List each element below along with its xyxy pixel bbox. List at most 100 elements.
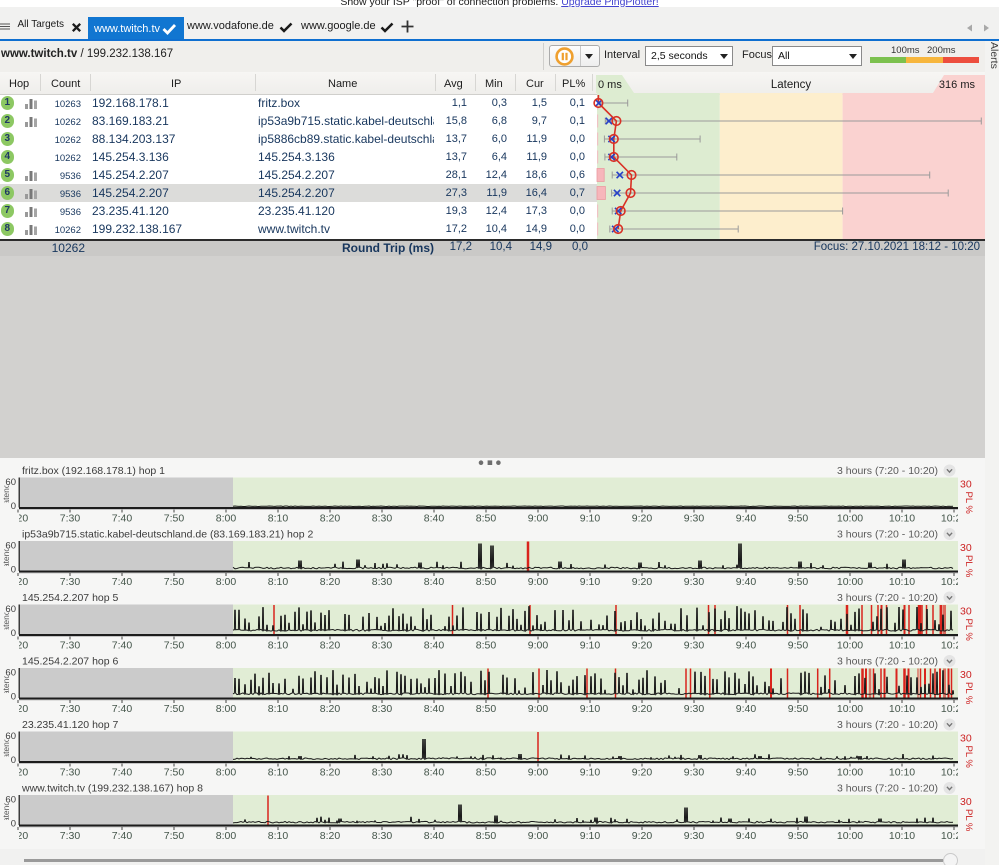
svg-text:10:20: 10:20 bbox=[941, 576, 967, 588]
svg-text:60: 60 bbox=[5, 731, 16, 742]
svg-text:8:40: 8:40 bbox=[424, 640, 445, 652]
svg-text:7:40: 7:40 bbox=[112, 513, 133, 525]
svg-text:10:10: 10:10 bbox=[889, 513, 915, 525]
svg-text:8:30: 8:30 bbox=[372, 513, 393, 525]
svg-text:0: 0 bbox=[11, 819, 16, 830]
svg-text:8:40: 8:40 bbox=[424, 513, 445, 525]
svg-text:Latency: Latency bbox=[1, 606, 11, 637]
svg-text:8:30: 8:30 bbox=[372, 640, 393, 652]
svg-text:30: 30 bbox=[960, 669, 972, 681]
svg-text:8:50: 8:50 bbox=[476, 767, 497, 779]
svg-text:10:10: 10:10 bbox=[889, 576, 915, 588]
svg-text:9:30: 9:30 bbox=[684, 576, 705, 588]
svg-text:9:30: 9:30 bbox=[684, 640, 705, 652]
svg-text:9:30: 9:30 bbox=[684, 703, 705, 715]
svg-text:10:00: 10:00 bbox=[837, 703, 863, 715]
svg-text:Latency: Latency bbox=[1, 733, 11, 764]
svg-text:10:00: 10:00 bbox=[837, 767, 863, 779]
svg-text:60: 60 bbox=[5, 668, 16, 679]
svg-text:9:00: 9:00 bbox=[528, 513, 549, 525]
svg-text:7:20: 7:20 bbox=[8, 640, 29, 652]
svg-text:60: 60 bbox=[5, 541, 16, 552]
svg-text:10:00: 10:00 bbox=[837, 830, 863, 842]
svg-text:60: 60 bbox=[5, 795, 16, 806]
svg-text:PL %: PL % bbox=[963, 746, 974, 769]
svg-text:316 ms: 316 ms bbox=[939, 79, 976, 91]
svg-text:8:00: 8:00 bbox=[216, 640, 237, 652]
svg-text:Latency: Latency bbox=[1, 479, 11, 510]
svg-text:30: 30 bbox=[960, 796, 972, 808]
svg-text:7:40: 7:40 bbox=[112, 703, 133, 715]
svg-text:8:20: 8:20 bbox=[320, 576, 341, 588]
svg-text:8:20: 8:20 bbox=[320, 513, 341, 525]
svg-text:9:00: 9:00 bbox=[528, 576, 549, 588]
svg-text:9:50: 9:50 bbox=[788, 640, 809, 652]
svg-text:8:50: 8:50 bbox=[476, 830, 497, 842]
svg-text:PL %: PL % bbox=[963, 492, 974, 515]
svg-text:0: 0 bbox=[11, 692, 16, 703]
svg-text:ip53a9b715.static.kabel-deutsc: ip53a9b715.static.kabel-deutschland.de (… bbox=[22, 529, 313, 541]
svg-text:9:50: 9:50 bbox=[788, 576, 809, 588]
svg-text:8:50: 8:50 bbox=[476, 640, 497, 652]
svg-text:Latency: Latency bbox=[1, 796, 11, 827]
svg-text:9:20: 9:20 bbox=[632, 703, 653, 715]
svg-text:7:50: 7:50 bbox=[164, 640, 185, 652]
svg-text:8:00: 8:00 bbox=[216, 703, 237, 715]
svg-text:10:10: 10:10 bbox=[889, 703, 915, 715]
svg-text:3 hours (7:20 - 10:20): 3 hours (7:20 - 10:20) bbox=[837, 529, 938, 541]
svg-text:60: 60 bbox=[5, 604, 16, 615]
svg-text:9:20: 9:20 bbox=[632, 830, 653, 842]
svg-text:9:00: 9:00 bbox=[528, 830, 549, 842]
svg-text:9:10: 9:10 bbox=[580, 576, 601, 588]
svg-text:10:00: 10:00 bbox=[837, 513, 863, 525]
svg-text:145.254.2.207 hop 5: 145.254.2.207 hop 5 bbox=[22, 592, 119, 604]
svg-text:145.254.2.207 hop 6: 145.254.2.207 hop 6 bbox=[22, 656, 119, 668]
svg-text:10:20: 10:20 bbox=[941, 767, 967, 779]
svg-text:9:10: 9:10 bbox=[580, 767, 601, 779]
svg-text:8:50: 8:50 bbox=[476, 576, 497, 588]
svg-text:7:20: 7:20 bbox=[8, 513, 29, 525]
svg-text:3 hours (7:20 - 10:20): 3 hours (7:20 - 10:20) bbox=[837, 719, 938, 731]
svg-text:9:30: 9:30 bbox=[684, 830, 705, 842]
svg-text:8:00: 8:00 bbox=[216, 767, 237, 779]
svg-text:9:20: 9:20 bbox=[632, 640, 653, 652]
svg-text:9:40: 9:40 bbox=[736, 513, 757, 525]
svg-text:8:10: 8:10 bbox=[268, 576, 289, 588]
svg-text:PL %: PL % bbox=[963, 619, 974, 642]
svg-text:10:00: 10:00 bbox=[837, 640, 863, 652]
svg-text:8:30: 8:30 bbox=[372, 767, 393, 779]
svg-text:10:20: 10:20 bbox=[941, 513, 967, 525]
svg-text:9:40: 9:40 bbox=[736, 767, 757, 779]
svg-text:7:20: 7:20 bbox=[8, 830, 29, 842]
svg-text:9:30: 9:30 bbox=[684, 513, 705, 525]
svg-text:3 hours (7:20 - 10:20): 3 hours (7:20 - 10:20) bbox=[837, 465, 938, 477]
svg-text:60: 60 bbox=[5, 477, 16, 488]
svg-text:PL %: PL % bbox=[963, 682, 974, 705]
svg-text:8:20: 8:20 bbox=[320, 830, 341, 842]
svg-text:8:10: 8:10 bbox=[268, 830, 289, 842]
svg-text:9:40: 9:40 bbox=[736, 576, 757, 588]
svg-text:8:10: 8:10 bbox=[268, 640, 289, 652]
svg-text:8:20: 8:20 bbox=[320, 703, 341, 715]
svg-text:30: 30 bbox=[960, 733, 972, 745]
svg-text:9:10: 9:10 bbox=[580, 513, 601, 525]
svg-text:10:20: 10:20 bbox=[941, 703, 967, 715]
svg-text:9:40: 9:40 bbox=[736, 703, 757, 715]
svg-text:8:50: 8:50 bbox=[476, 703, 497, 715]
svg-text:PL %: PL % bbox=[963, 809, 974, 832]
svg-text:7:20: 7:20 bbox=[8, 576, 29, 588]
svg-text:7:50: 7:50 bbox=[164, 703, 185, 715]
svg-text:7:20: 7:20 bbox=[8, 767, 29, 779]
svg-text:9:20: 9:20 bbox=[632, 576, 653, 588]
svg-text:7:30: 7:30 bbox=[60, 513, 81, 525]
svg-text:3 hours (7:20 - 10:20): 3 hours (7:20 - 10:20) bbox=[837, 656, 938, 668]
svg-text:8:40: 8:40 bbox=[424, 830, 445, 842]
svg-text:0: 0 bbox=[11, 755, 16, 766]
svg-text:0: 0 bbox=[11, 565, 16, 576]
svg-text:0: 0 bbox=[11, 628, 16, 639]
svg-text:8:40: 8:40 bbox=[424, 576, 445, 588]
svg-text:0: 0 bbox=[11, 501, 16, 512]
svg-text:10:10: 10:10 bbox=[889, 767, 915, 779]
svg-text:7:50: 7:50 bbox=[164, 513, 185, 525]
svg-text:9:00: 9:00 bbox=[528, 640, 549, 652]
